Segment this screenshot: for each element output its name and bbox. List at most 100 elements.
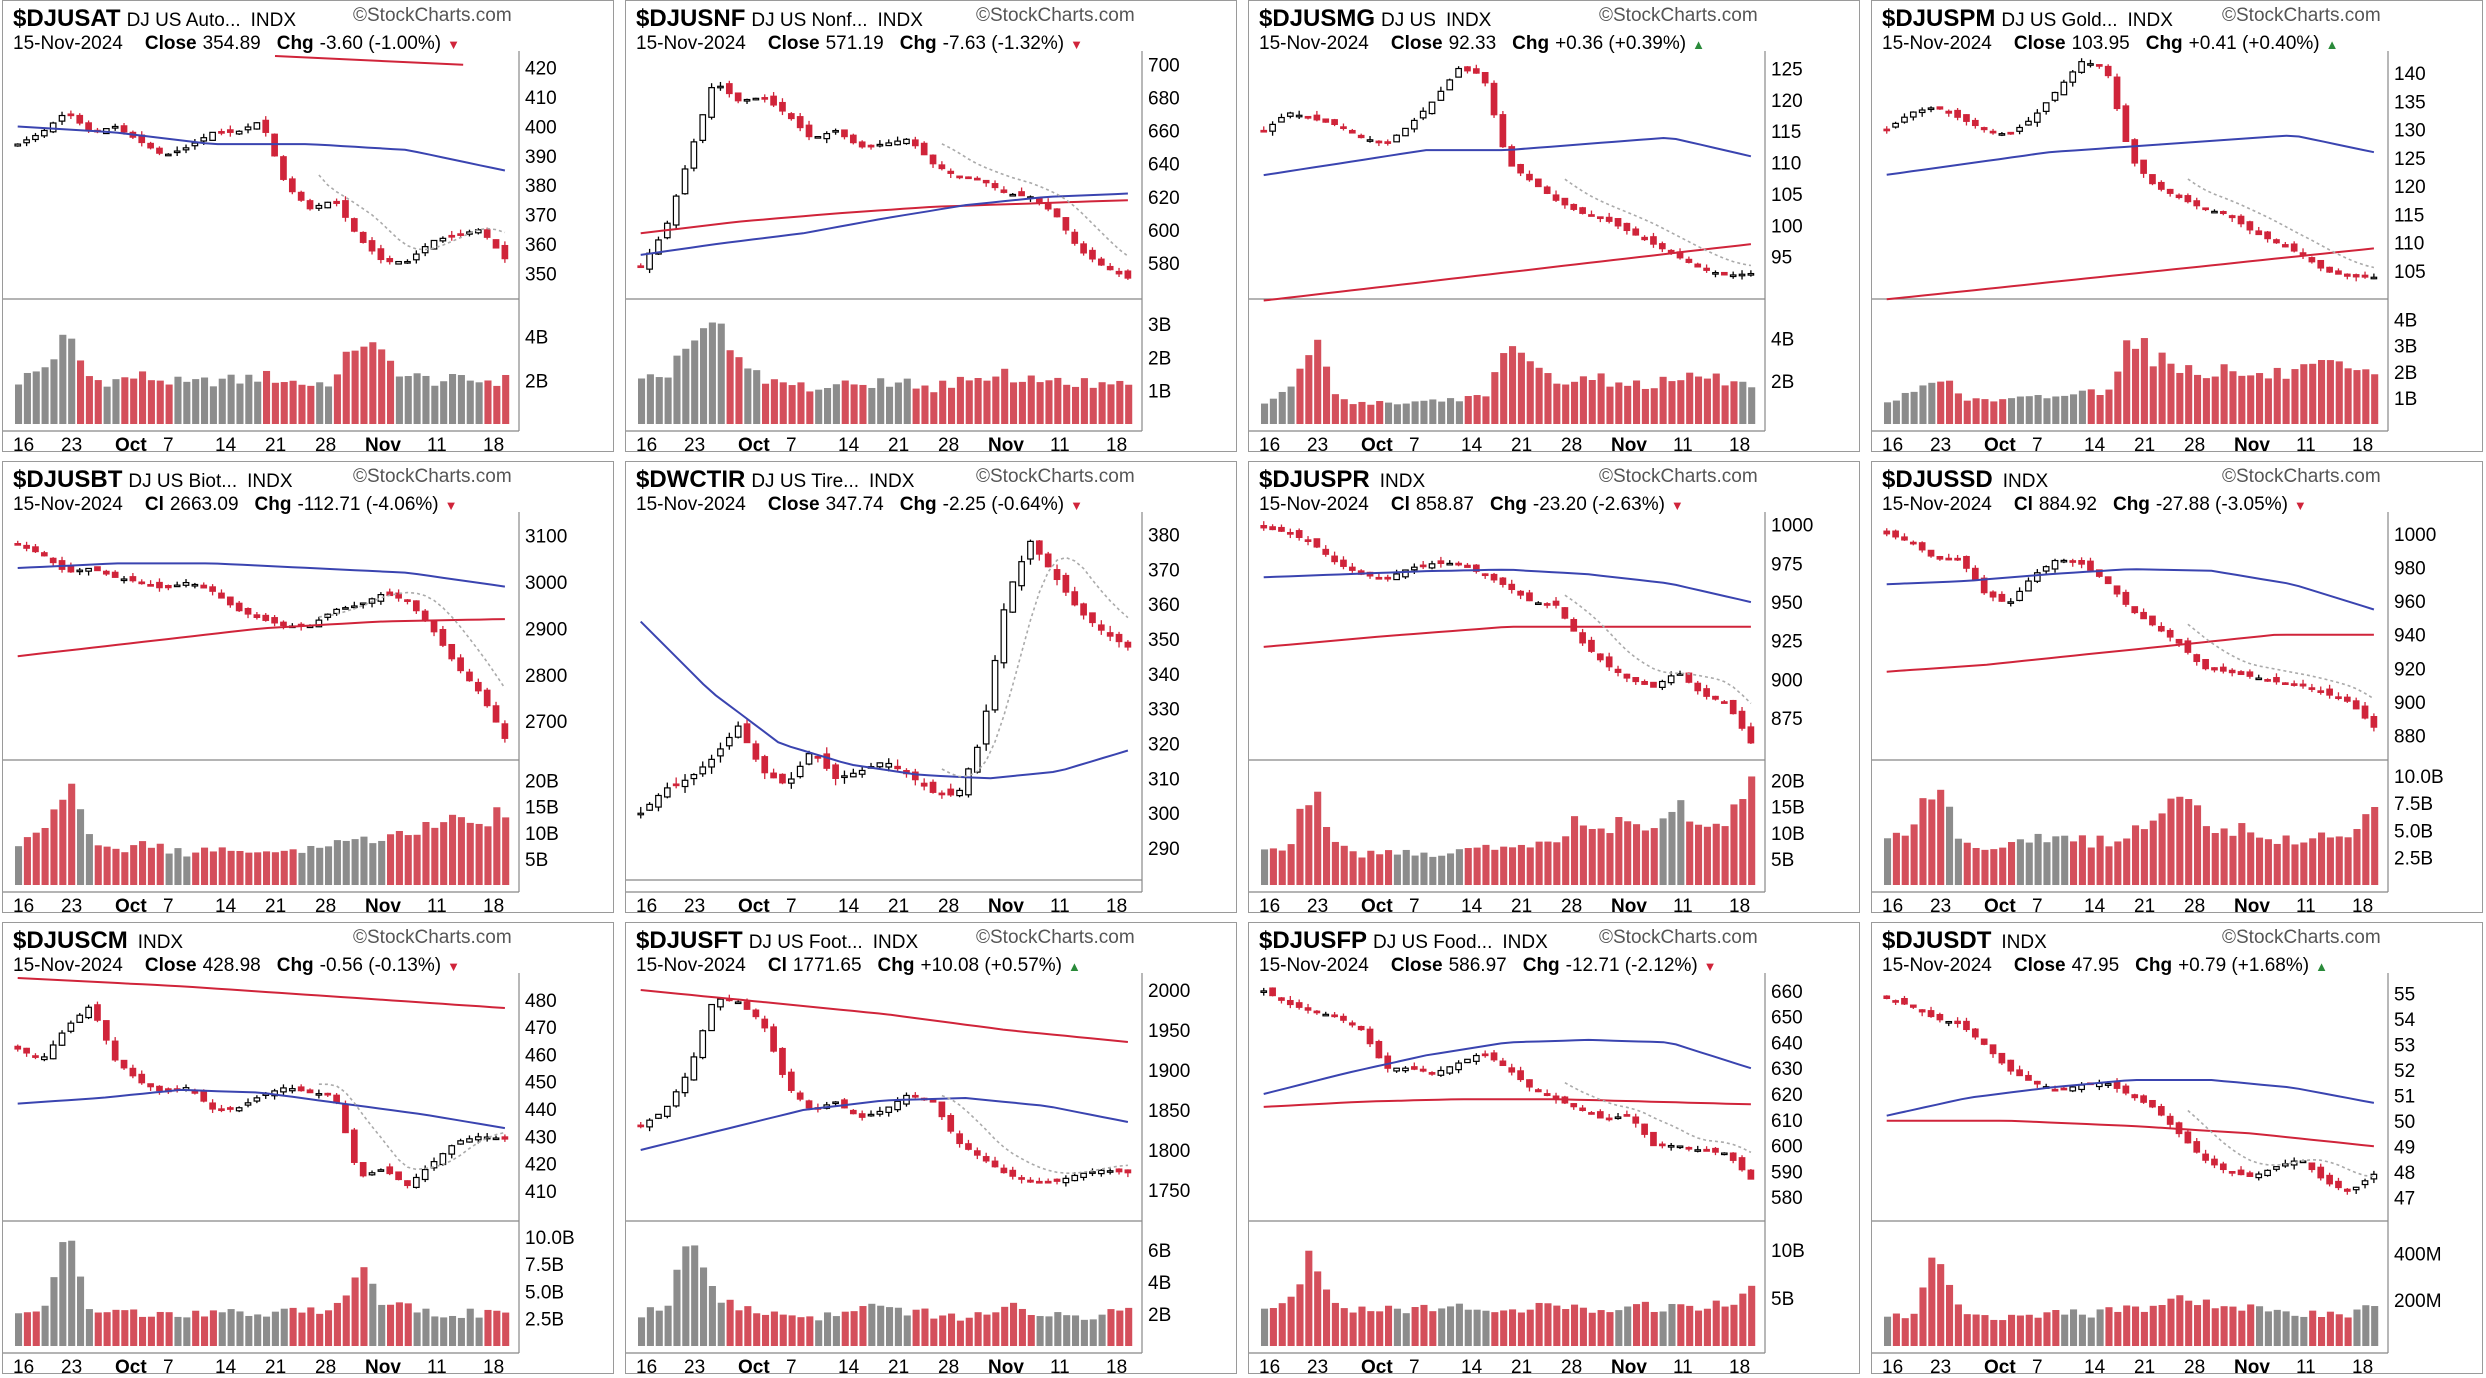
- candle: [94, 566, 101, 572]
- volume-bar: [147, 847, 155, 885]
- volume-bar: [1001, 368, 1009, 424]
- volume-bar: [298, 852, 306, 885]
- candle: [2007, 131, 2015, 135]
- volume-bar: [2078, 835, 2086, 885]
- volume-tick-label: 5B: [1771, 1289, 1794, 1310]
- candle: [1543, 602, 1551, 609]
- volume-bar: [333, 1302, 341, 1346]
- volume-bar: [974, 377, 982, 424]
- volume-bar: [930, 1318, 938, 1346]
- price-tick-label: 940: [2394, 626, 2426, 647]
- time-tick-label: 21: [265, 1357, 286, 1374]
- candle: [2343, 1188, 2351, 1195]
- candle: [350, 1127, 358, 1166]
- close-label: Close: [767, 33, 820, 54]
- candle: [2025, 1071, 2032, 1081]
- chart-panel-djuscm[interactable]: $DJUSCM INDX ©StockCharts.com 15-Nov-2024 Cl…: [2, 922, 614, 1374]
- volume-bar: [797, 1317, 805, 1346]
- volume-bar: [1482, 396, 1490, 424]
- volume-bar: [1703, 378, 1711, 424]
- volume-bar: [59, 334, 67, 424]
- volume-bar: [1411, 1307, 1419, 1346]
- chart-panel-djusmg[interactable]: $DJUSMG DJ US INDX ©StockCharts.com 15-Nov-2…: [1248, 0, 1860, 452]
- candle: [2140, 608, 2147, 620]
- volume-bar: [753, 1313, 761, 1346]
- volume-bar: [41, 827, 49, 885]
- price-tick-label: 640: [1148, 155, 1180, 176]
- volume-bar: [1928, 799, 1936, 885]
- price-tick-label: 980: [2394, 558, 2426, 579]
- chart-panel-djusbt[interactable]: $DJUSBT DJ US Biot... INDX ©StockCharts.com…: [2, 461, 614, 913]
- candle: [681, 1072, 689, 1097]
- volume-bar: [23, 372, 31, 424]
- candle: [2228, 214, 2236, 222]
- chart-panel-dwctir[interactable]: $DWCTIR DJ US Tire... INDX ©StockCharts.com…: [625, 461, 1237, 913]
- volume-bar: [378, 1304, 386, 1346]
- down-arrow-icon: ▼: [444, 498, 458, 513]
- chart-panel-djuspm[interactable]: $DJUSPM DJ US Gold... INDX ©StockCharts.com…: [1871, 0, 2483, 452]
- candle: [956, 175, 963, 180]
- time-tick-label: 28: [1561, 435, 1582, 452]
- volume-bar: [1606, 1312, 1614, 1346]
- candle: [2193, 197, 2201, 210]
- chart-panel-djusdt[interactable]: $DJUSDT INDX ©StockCharts.com 15-Nov-2024 Cl…: [1871, 922, 2483, 1374]
- candle: [2087, 59, 2094, 68]
- volume-bar: [85, 834, 93, 885]
- candle: [2025, 577, 2032, 592]
- volume-bar: [1544, 1303, 1552, 1346]
- price-tick-label: 900: [1771, 670, 1803, 691]
- chart-panel-djussd[interactable]: $DJUSSD INDX ©StockCharts.com 15-Nov-2024 Cl…: [1871, 461, 2483, 913]
- price-tick-label: 120: [1771, 91, 1803, 112]
- volume-bar: [2202, 826, 2210, 885]
- time-tick-label: 28: [315, 896, 336, 913]
- candle: [49, 121, 57, 134]
- price-tick-label: 95: [1771, 248, 1792, 269]
- price-tick-label: 950: [1771, 593, 1803, 614]
- candle: [841, 770, 848, 784]
- chart-panel-djusat[interactable]: $DJUSAT DJ US Auto... INDX ©StockCharts.com…: [2, 0, 614, 452]
- candle: [876, 140, 884, 148]
- candle: [1000, 186, 1008, 194]
- volume-bar: [325, 1310, 333, 1346]
- volume-bar: [2247, 375, 2255, 424]
- volume-bar: [2264, 1311, 2272, 1346]
- volume-bar: [1323, 1289, 1331, 1346]
- candle: [2264, 678, 2271, 682]
- time-tick-label: 7: [2032, 1357, 2043, 1374]
- candle: [492, 701, 500, 723]
- time-tick-label: 14: [2084, 896, 2106, 913]
- time-tick-label: 18: [1106, 896, 1127, 913]
- candle: [2078, 557, 2085, 569]
- candle: [200, 582, 208, 589]
- time-tick-label: 21: [1511, 435, 1532, 452]
- volume-bar: [664, 1305, 672, 1346]
- candle: [2370, 713, 2378, 732]
- time-tick-label: 14: [215, 896, 237, 913]
- candle: [1963, 114, 1970, 126]
- volume-bar: [236, 1311, 244, 1346]
- chart-panel-djusfp[interactable]: $DJUSFP DJ US Food... INDX ©StockCharts.com…: [1248, 922, 1860, 1374]
- candle: [1490, 80, 1498, 118]
- chart-panel-djuspr[interactable]: $DJUSPR INDX ©StockCharts.com 15-Nov-2024 Cl…: [1248, 461, 1860, 913]
- chart-panel-djusnf[interactable]: $DJUSNF DJ US Nonf... INDX ©StockCharts.com…: [625, 0, 1237, 452]
- volume-bar: [351, 1277, 359, 1346]
- chart-header: $DWCTIR DJ US Tire... INDX ©StockCharts.com: [636, 466, 1135, 494]
- volume-bar: [1323, 826, 1331, 885]
- chart-panel-djusft[interactable]: $DJUSFT DJ US Foot... INDX ©StockCharts.com…: [625, 922, 1237, 1374]
- volume-bar: [2114, 1311, 2122, 1346]
- candle: [1366, 1026, 1374, 1048]
- candle: [2149, 1099, 2156, 1109]
- volume-bar: [263, 851, 271, 885]
- volume-bar: [1597, 373, 1605, 424]
- candle: [182, 144, 190, 154]
- price-tick-label: 900: [2394, 693, 2426, 714]
- volume-bar: [2229, 371, 2237, 424]
- candle: [2060, 558, 2068, 564]
- volume-bar: [15, 384, 23, 424]
- candle: [1747, 722, 1755, 744]
- candle: [2308, 683, 2316, 693]
- candle: [182, 579, 190, 588]
- time-tick-label: Oct: [1984, 1357, 2016, 1374]
- volume-bar: [449, 814, 457, 885]
- symbol: $DJUSSD: [1882, 466, 1993, 493]
